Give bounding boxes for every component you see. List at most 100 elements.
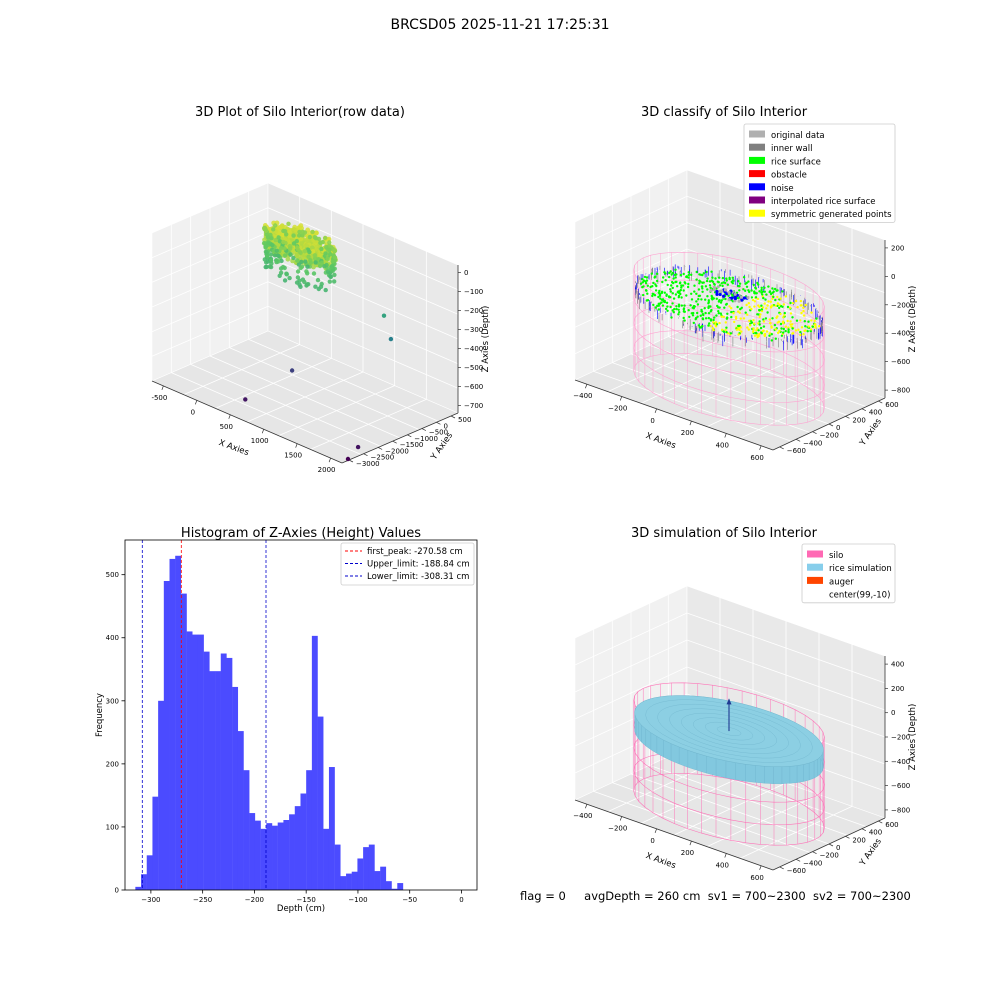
raw-point	[303, 259, 308, 264]
surface-point	[678, 290, 681, 293]
surface-point	[651, 292, 654, 295]
histogram-bar	[351, 871, 358, 890]
raw-point	[316, 236, 322, 242]
auger-head	[726, 698, 732, 705]
raw-point	[286, 221, 291, 226]
raw-point	[318, 284, 324, 289]
raw-point	[268, 264, 274, 270]
histogram-bar	[317, 716, 324, 890]
y-tick-label: −200	[820, 432, 839, 440]
surface-point	[710, 279, 713, 282]
surface-point	[712, 318, 715, 322]
histogram-bar	[334, 844, 341, 890]
simulation-legend-swatch	[807, 576, 823, 584]
histogram-bar	[249, 813, 256, 890]
y-tick	[421, 428, 427, 431]
surface-point	[664, 272, 667, 275]
histogram-bar	[197, 634, 204, 890]
surface-point	[767, 300, 770, 303]
surface-point	[784, 329, 787, 333]
y-tick	[878, 400, 883, 404]
classify-legend-frame	[743, 123, 896, 223]
x-tick	[654, 408, 657, 413]
surface-point	[764, 298, 767, 301]
surface-point	[661, 298, 665, 301]
surface-point	[701, 290, 704, 293]
center-point	[733, 296, 738, 301]
histogram-bar	[272, 825, 278, 890]
surface-point	[715, 297, 718, 300]
surface-point	[655, 272, 659, 275]
rice-side	[696, 753, 707, 774]
x-tick-label: 600	[750, 874, 763, 882]
surface-point	[726, 312, 729, 315]
histogram-legend-label: Lower_limit: -308.31 cm	[367, 572, 469, 582]
surface-point	[772, 295, 775, 299]
surface-point	[764, 317, 768, 320]
surface-point	[768, 318, 771, 321]
surface-point	[673, 307, 676, 311]
x-axis-label: X Axies	[217, 438, 250, 458]
x-tick-label: 600	[750, 454, 763, 462]
surface-point	[749, 324, 752, 327]
surface-point	[717, 310, 720, 313]
surface-point	[745, 303, 748, 307]
x-tick-label: 500	[220, 423, 233, 431]
surface-point	[706, 295, 709, 298]
surface-point	[757, 304, 760, 307]
raw-point	[319, 246, 324, 252]
raw-point	[263, 244, 268, 249]
surface-point	[685, 275, 688, 279]
x-tick-label: 0	[650, 837, 654, 845]
histogram-bar	[346, 873, 352, 890]
surface-point	[646, 292, 649, 295]
center-point	[737, 299, 741, 303]
raw-point	[313, 260, 318, 265]
x-tick-label: 200	[681, 849, 694, 857]
surface-point	[730, 293, 734, 296]
surface-point	[691, 306, 694, 309]
surface-point	[682, 289, 685, 292]
surface-point	[799, 333, 802, 337]
raw-point	[285, 256, 291, 262]
raw-point	[268, 252, 274, 257]
raw-point	[284, 272, 289, 277]
raw-point	[317, 252, 323, 258]
surface-point	[729, 332, 733, 335]
x-tick	[161, 385, 164, 391]
surface-point	[704, 298, 707, 301]
surface-point	[709, 286, 712, 289]
y-tick-label: 500	[458, 416, 471, 424]
surface-point	[744, 289, 747, 292]
raw-point	[313, 284, 318, 289]
surface-point	[750, 289, 753, 292]
x-tick	[585, 804, 588, 809]
classify-legend-swatch	[749, 130, 765, 138]
surface-point	[776, 295, 779, 299]
surface-point	[712, 321, 715, 324]
surface-point	[703, 307, 706, 310]
raw-point	[278, 224, 283, 230]
surface-point	[670, 316, 673, 319]
surface-point	[752, 327, 755, 330]
simulation-legend-label: center(99,-10)	[829, 591, 890, 601]
x-tick-label: -500	[151, 394, 167, 402]
histogram-bar	[135, 886, 142, 890]
raw-point	[264, 232, 269, 237]
surface-point	[724, 328, 727, 332]
raw-point	[263, 264, 268, 270]
surface-point	[706, 288, 709, 291]
surface-point	[721, 284, 724, 288]
raw-point	[297, 233, 302, 238]
surface-point	[790, 325, 793, 328]
surface-point	[677, 294, 681, 298]
surface-point	[644, 282, 648, 285]
surface-point	[686, 285, 690, 289]
surface-point	[669, 288, 672, 291]
surface-point	[719, 301, 723, 304]
surface-point	[671, 309, 674, 312]
surface-point	[807, 325, 810, 328]
surface-point	[796, 305, 799, 309]
surface-point	[708, 280, 712, 283]
